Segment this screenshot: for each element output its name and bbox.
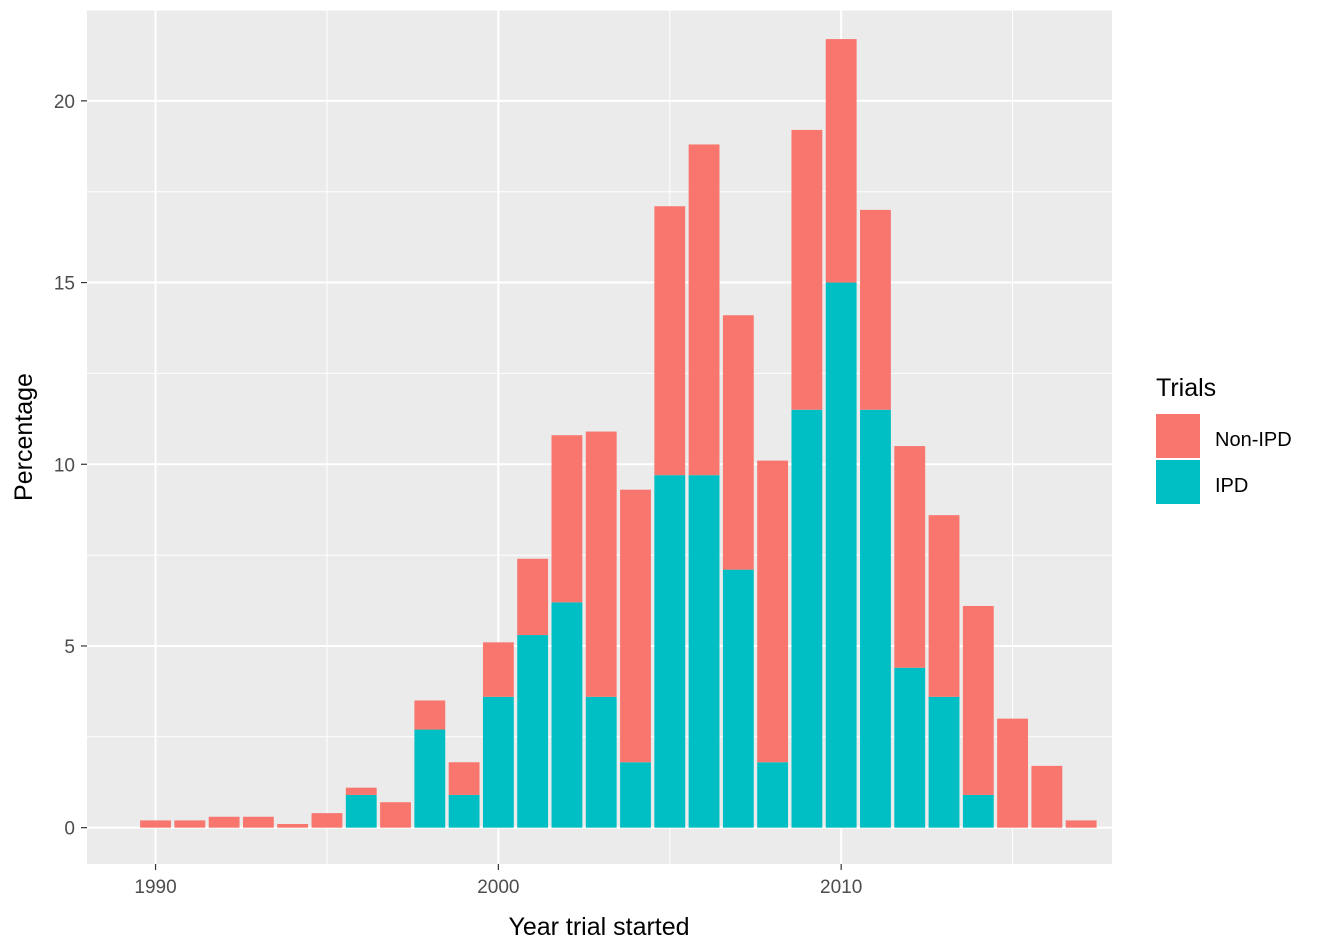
y-tick-label: 15 <box>54 274 75 295</box>
x-tick-label: 2000 <box>477 877 519 898</box>
y-tick-label: 0 <box>64 819 75 840</box>
bar-ipd-2007 <box>722 569 754 828</box>
bar-non-ipd-2005 <box>654 206 686 476</box>
bar-ipd-2003 <box>585 696 617 828</box>
y-tick-label: 5 <box>64 637 75 658</box>
bar-non-ipd-1992 <box>208 816 240 828</box>
bar-non-ipd-1993 <box>242 816 274 828</box>
bar-ipd-1998 <box>414 729 446 828</box>
x-tick-label: 1990 <box>134 877 176 898</box>
bar-ipd-2012 <box>894 667 926 828</box>
bar-non-ipd-2004 <box>620 489 651 763</box>
bar-non-ipd-1998 <box>414 700 446 730</box>
bar-ipd-1996 <box>345 794 377 828</box>
bar-ipd-1999 <box>448 794 480 828</box>
y-tick-label: 20 <box>54 92 75 113</box>
bar-non-ipd-2015 <box>997 718 1029 828</box>
bar-non-ipd-2000 <box>482 642 514 697</box>
axes-layer: 1990 2000 2010 0 5 10 15 20 <box>54 92 862 898</box>
bar-non-ipd-2016 <box>1031 765 1063 828</box>
x-axis-title: Year trial started <box>508 913 689 941</box>
legend-label-non-ipd: Non-IPD <box>1215 429 1292 451</box>
bar-non-ipd-1995 <box>311 813 343 828</box>
legend-title: Trials <box>1156 374 1216 402</box>
bar-ipd-2013 <box>928 696 960 828</box>
bar-ipd-2009 <box>791 409 823 828</box>
bar-non-ipd-1991 <box>174 820 206 828</box>
legend-key-non-ipd <box>1156 414 1200 458</box>
y-axis-title: Percentage <box>10 373 38 501</box>
bar-non-ipd-2012 <box>894 446 926 668</box>
bar-ipd-2005 <box>654 475 686 828</box>
bar-ipd-2014 <box>962 794 994 828</box>
bar-non-ipd-1999 <box>448 762 480 795</box>
bar-non-ipd-2008 <box>757 460 789 763</box>
x-tick-label: 2010 <box>820 877 862 898</box>
bar-non-ipd-2002 <box>551 435 583 603</box>
bar-ipd-2001 <box>517 635 549 828</box>
bar-non-ipd-2010 <box>825 39 857 283</box>
y-tick-label: 10 <box>54 455 75 476</box>
legend-key-ipd <box>1156 460 1200 504</box>
bar-non-ipd-1994 <box>277 824 309 828</box>
bars-layer <box>140 39 1097 828</box>
bar-non-ipd-2013 <box>928 515 960 697</box>
bar-non-ipd-1990 <box>140 820 171 828</box>
bar-non-ipd-2014 <box>962 605 994 795</box>
legend-label-ipd: IPD <box>1215 475 1248 497</box>
bar-ipd-2008 <box>757 762 789 828</box>
bar-ipd-2006 <box>688 475 720 828</box>
bar-non-ipd-1997 <box>380 802 411 828</box>
bar-non-ipd-2001 <box>517 558 549 636</box>
bar-ipd-2011 <box>860 409 891 828</box>
bar-non-ipd-2007 <box>722 315 754 570</box>
bar-non-ipd-2009 <box>791 129 823 410</box>
bar-ipd-2002 <box>551 602 583 828</box>
bar-non-ipd-1996 <box>345 787 377 795</box>
bar-ipd-2000 <box>482 696 514 828</box>
bar-ipd-2010 <box>825 282 857 828</box>
bar-ipd-2004 <box>620 762 651 828</box>
bar-non-ipd-2017 <box>1065 820 1097 828</box>
legend: Trials Non-IPD IPD <box>1156 374 1292 504</box>
bar-non-ipd-2006 <box>688 144 720 476</box>
bar-non-ipd-2011 <box>860 209 891 410</box>
bar-non-ipd-2003 <box>585 431 617 697</box>
